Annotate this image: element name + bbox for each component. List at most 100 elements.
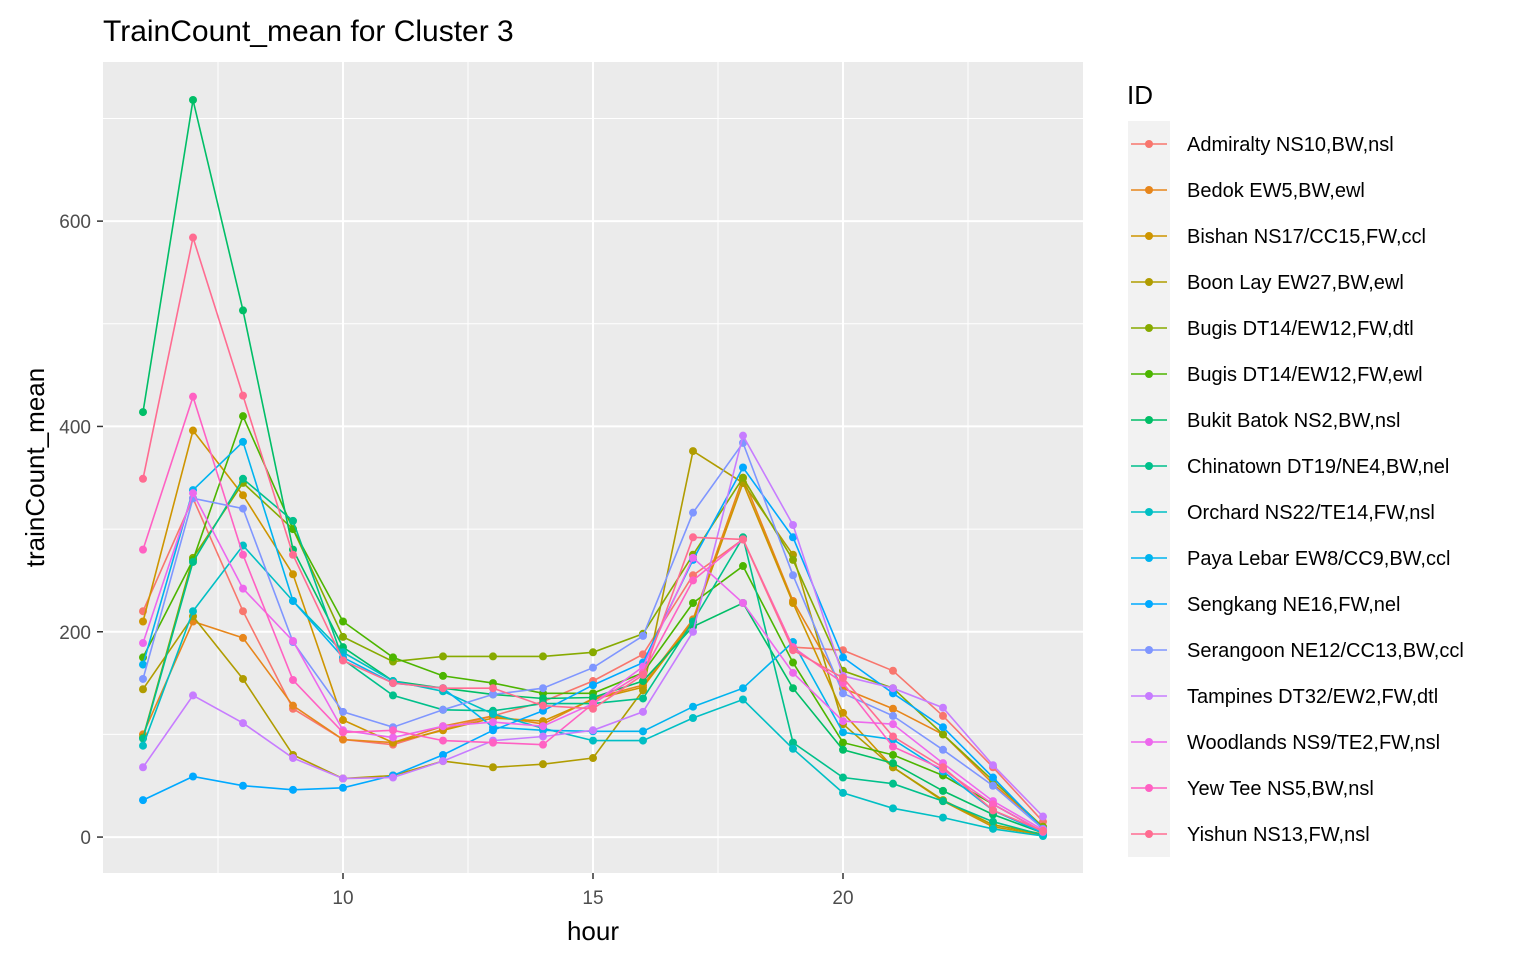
data-point [489, 738, 497, 747]
data-point [689, 533, 697, 542]
legend-label: Boon Lay EW27,BW,ewl [1187, 272, 1404, 294]
x-axis: 10 15 20 [332, 873, 854, 909]
legend-key-background [1128, 121, 1170, 857]
data-point [489, 690, 497, 699]
legend-key-point [1145, 140, 1153, 148]
legend-label: Admiralty NS10,BW,nsl [1187, 134, 1394, 156]
data-point [239, 437, 247, 446]
data-point [789, 520, 797, 529]
data-point [289, 516, 297, 525]
data-point [289, 570, 297, 579]
legend-item: Bukit Batok NS2,BW,nsl [1131, 410, 1400, 432]
data-point [389, 679, 397, 688]
data-point [639, 694, 647, 703]
data-point [889, 742, 897, 751]
data-point [639, 677, 647, 686]
data-point [789, 684, 797, 693]
data-point [639, 736, 647, 745]
data-point [839, 738, 847, 747]
data-point [539, 652, 547, 661]
data-point [439, 705, 447, 714]
legend-item: Bugis DT14/EW12,FW,ewl [1131, 364, 1423, 386]
data-point [789, 599, 797, 608]
legend-key-point [1145, 646, 1153, 654]
data-point [289, 636, 297, 645]
data-point [189, 233, 197, 242]
legend-key-point [1145, 554, 1153, 562]
data-point [789, 744, 797, 753]
data-point [739, 473, 747, 482]
data-point [539, 760, 547, 769]
data-point [539, 701, 547, 710]
legend-key-point [1145, 784, 1153, 792]
data-point [739, 562, 747, 571]
legend-item: Bedok EW5,BW,ewl [1131, 180, 1365, 202]
legend-label: Orchard NS22/TE14,FW,nsl [1187, 502, 1435, 524]
legend-item: Yishun NS13,FW,nsl [1131, 824, 1370, 846]
data-point [539, 740, 547, 749]
data-point [689, 702, 697, 711]
data-point [139, 408, 147, 417]
data-point [239, 474, 247, 483]
legend-label: Sengkang NE16,FW,nel [1187, 594, 1400, 616]
data-point [689, 576, 697, 585]
legend-key-point [1145, 324, 1153, 332]
data-point [139, 617, 147, 626]
data-point [439, 757, 447, 766]
series-Yishun NS13,FW,nsl [139, 233, 1047, 835]
data-point [689, 447, 697, 456]
data-point [489, 652, 497, 661]
legend-label: Chinatown DT19/NE4,BW,nel [1187, 456, 1449, 478]
data-point [839, 653, 847, 662]
data-point [339, 716, 347, 725]
data-point [539, 722, 547, 731]
legend-label: Paya Lebar EW8/CC9,BW,ccl [1187, 548, 1450, 570]
data-point [939, 745, 947, 754]
data-point [389, 726, 397, 735]
data-point [789, 738, 797, 747]
data-point [239, 504, 247, 513]
legend-item: Woodlands NS9/TE2,FW,nsl [1131, 732, 1440, 754]
data-point [389, 733, 397, 742]
data-point [589, 726, 597, 735]
data-point [189, 691, 197, 700]
data-point [939, 723, 947, 732]
data-point [239, 607, 247, 616]
data-point [189, 426, 197, 435]
series-Sengkang NE16,FW,nel [139, 463, 1047, 833]
legend-title: ID [1127, 80, 1153, 110]
legend-key-point [1145, 416, 1153, 424]
data-point [439, 722, 447, 731]
data-point [139, 545, 147, 554]
data-point [939, 703, 947, 712]
data-point [139, 474, 147, 483]
legend-item: Paya Lebar EW8/CC9,BW,ccl [1131, 548, 1450, 570]
legend-key-point [1145, 278, 1153, 286]
y-tick-label: 200 [59, 623, 91, 644]
data-point [489, 684, 497, 693]
legend-label: Bukit Batok NS2,BW,nsl [1187, 410, 1400, 432]
series-layer [139, 95, 1047, 841]
data-point [789, 533, 797, 542]
data-point [289, 754, 297, 763]
data-point [139, 674, 147, 683]
data-point [339, 632, 347, 641]
data-point [489, 726, 497, 735]
data-point [489, 763, 497, 772]
data-point [339, 617, 347, 626]
legend: Admiralty NS10,BW,nsl Bedok EW5,BW,ewl Bis… [1131, 134, 1464, 846]
legend-item: Tampines DT32/EW2,FW,dtl [1131, 686, 1438, 708]
data-point [339, 656, 347, 665]
legend-item: Bugis DT14/EW12,FW,dtl [1131, 318, 1414, 340]
data-point [189, 607, 197, 616]
data-point [139, 660, 147, 669]
legend-label: Yew Tee NS5,BW,nsl [1187, 778, 1374, 800]
data-point [989, 806, 997, 815]
data-point [989, 800, 997, 809]
data-point [589, 648, 597, 657]
data-point [939, 797, 947, 806]
data-point [639, 727, 647, 736]
data-point [139, 639, 147, 648]
data-point [739, 599, 747, 608]
